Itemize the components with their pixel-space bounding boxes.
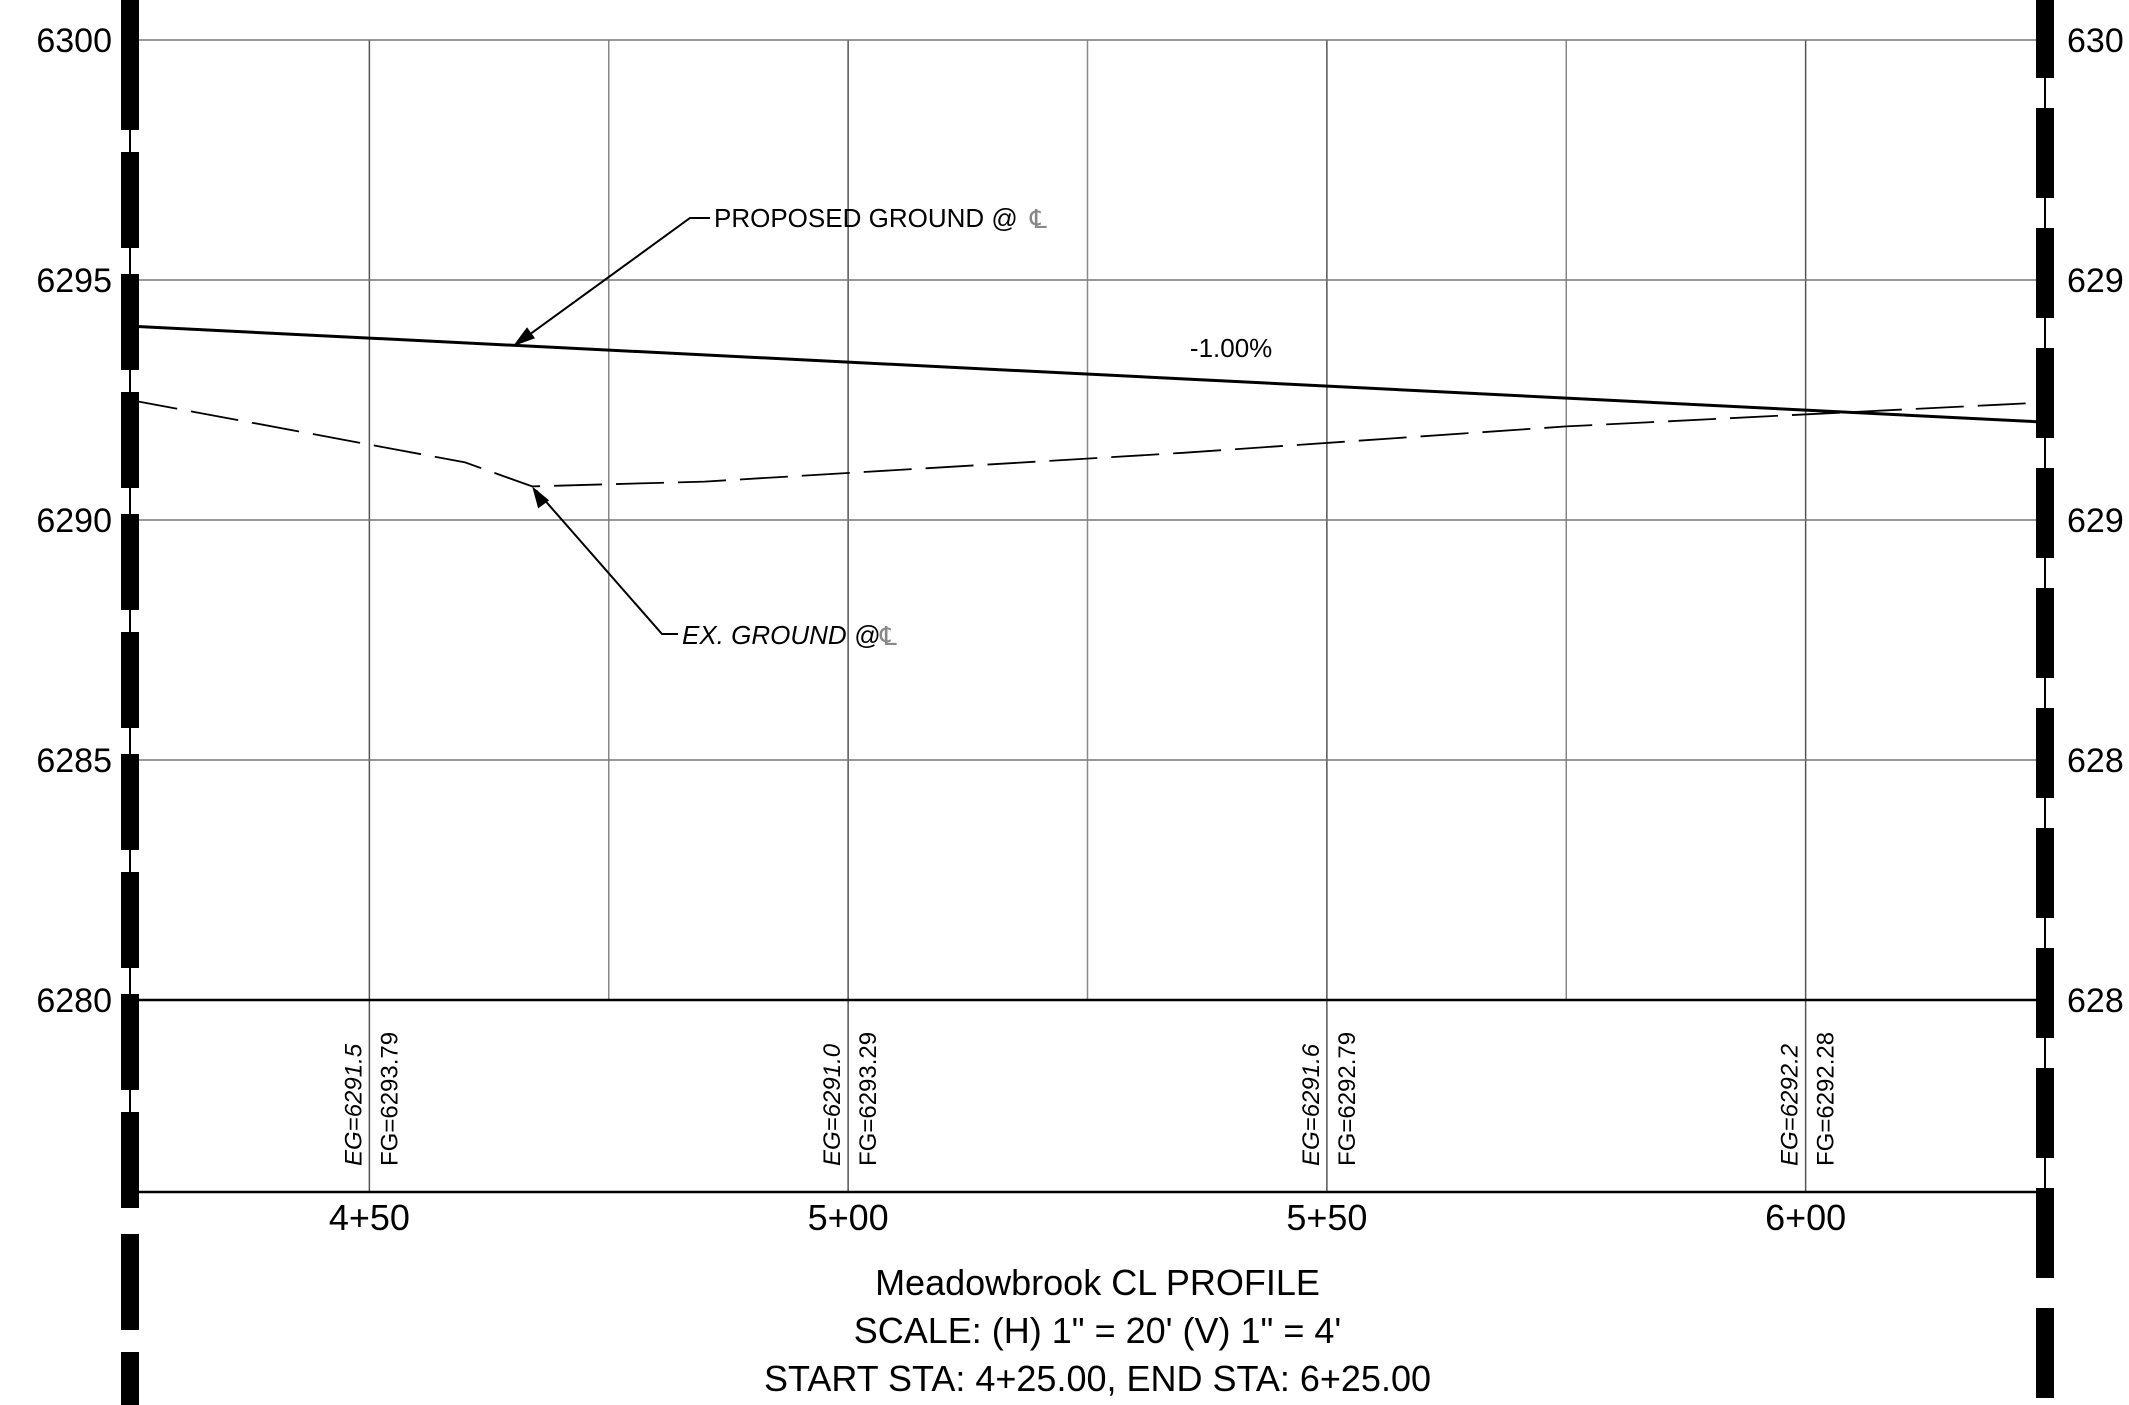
- x-tick-label: 4+50: [329, 1197, 410, 1238]
- scale-bar-left: [121, 872, 139, 968]
- scale-bar-right: [2036, 1188, 2054, 1278]
- x-tick-label: 5+50: [1286, 1197, 1367, 1238]
- centerline-icon: ℄: [1029, 205, 1047, 235]
- proposed-ground-leader: [518, 217, 710, 344]
- centerline-icon: ℄: [879, 622, 897, 652]
- eg-elevation-label: EG=6291.6: [1298, 1043, 1325, 1166]
- existing-ground-leader: [535, 489, 678, 635]
- eg-elevation-label: EG=6291.0: [819, 1043, 846, 1166]
- y-tick-label: 6290: [36, 502, 112, 540]
- scale-bar-right: [2036, 468, 2054, 558]
- scale-bar-right: [2036, 348, 2054, 438]
- station-range-note: START STA: 4+25.00, END STA: 6+25.00: [764, 1358, 1431, 1399]
- scale-bar-left: [121, 0, 139, 130]
- scale-note: SCALE: (H) 1" = 20' (V) 1" = 4': [854, 1310, 1342, 1351]
- scale-bar-right: [2036, 108, 2054, 198]
- callouts: PROPOSED GROUND @ ℄ EX. GROUND @ ℄: [682, 203, 1047, 652]
- eg-elevation-label: EG=6291.5: [340, 1043, 367, 1166]
- y-tick-label: 6300: [36, 22, 112, 60]
- scale-bar-left: [121, 1112, 139, 1208]
- scale-bar-right: [2036, 828, 2054, 918]
- y-tick-label: 6280: [36, 982, 112, 1020]
- scale-bar-left: [121, 274, 139, 370]
- proposed-ground-callout: PROPOSED GROUND @: [714, 203, 1018, 233]
- scale-bar-right: [2036, 1068, 2054, 1158]
- x-tick-label: 5+00: [808, 1197, 889, 1238]
- x-tick-label: 6+00: [1765, 1197, 1846, 1238]
- proposed-ground-arrow: [513, 327, 535, 347]
- chart-labels: -1.00% Meadowbrook CL PROFILE SCALE: (H)…: [36, 22, 2123, 1399]
- scale-bar-right: [2036, 1308, 2054, 1398]
- existing-ground-arrow: [532, 486, 550, 509]
- scale-bar-left: [121, 994, 139, 1090]
- scale-bar-right: [2036, 588, 2054, 678]
- grid-lines: [130, 39, 2045, 1192]
- proposed-ground-line: [129, 324, 2046, 424]
- scale-bar-left: [121, 392, 139, 488]
- eg-elevation-label: EG=6292.2: [1777, 1044, 1804, 1166]
- scale-bar-left: [121, 1234, 139, 1330]
- y-tick-label-right: 630: [2067, 22, 2124, 60]
- y-tick-label-right: 628: [2067, 742, 2124, 780]
- scale-bar-right: [2036, 228, 2054, 318]
- y-tick-label-right: 628: [2067, 982, 2124, 1020]
- y-tick-label-right: 629: [2067, 502, 2124, 540]
- grade-annotation: -1.00%: [1190, 333, 1272, 363]
- fg-elevation-label: FG=6292.28: [1813, 1032, 1840, 1166]
- y-tick-label: 6285: [36, 742, 112, 780]
- y-tick-label: 6295: [36, 262, 112, 300]
- profile-series: [129, 217, 2046, 635]
- existing-ground-line: [129, 399, 2046, 488]
- y-tick-label-right: 629: [2067, 262, 2124, 300]
- elevation-scale-bars: [121, 0, 2054, 1405]
- existing-ground-callout: EX. GROUND @: [682, 620, 880, 650]
- fg-elevation-label: FG=6293.79: [376, 1032, 403, 1166]
- scale-bar-left: [121, 632, 139, 728]
- scale-bar-right: [2036, 0, 2054, 78]
- scale-bar-right: [2036, 948, 2054, 1038]
- scale-bar-right: [2036, 708, 2054, 798]
- chart-title: Meadowbrook CL PROFILE: [875, 1262, 1320, 1303]
- scale-bar-left: [121, 152, 139, 248]
- fg-elevation-label: FG=6293.29: [855, 1032, 882, 1166]
- scale-bar-left: [121, 754, 139, 850]
- scale-bar-left: [121, 514, 139, 610]
- scale-bar-left: [121, 1352, 139, 1405]
- fg-elevation-label: FG=6292.79: [1334, 1032, 1361, 1166]
